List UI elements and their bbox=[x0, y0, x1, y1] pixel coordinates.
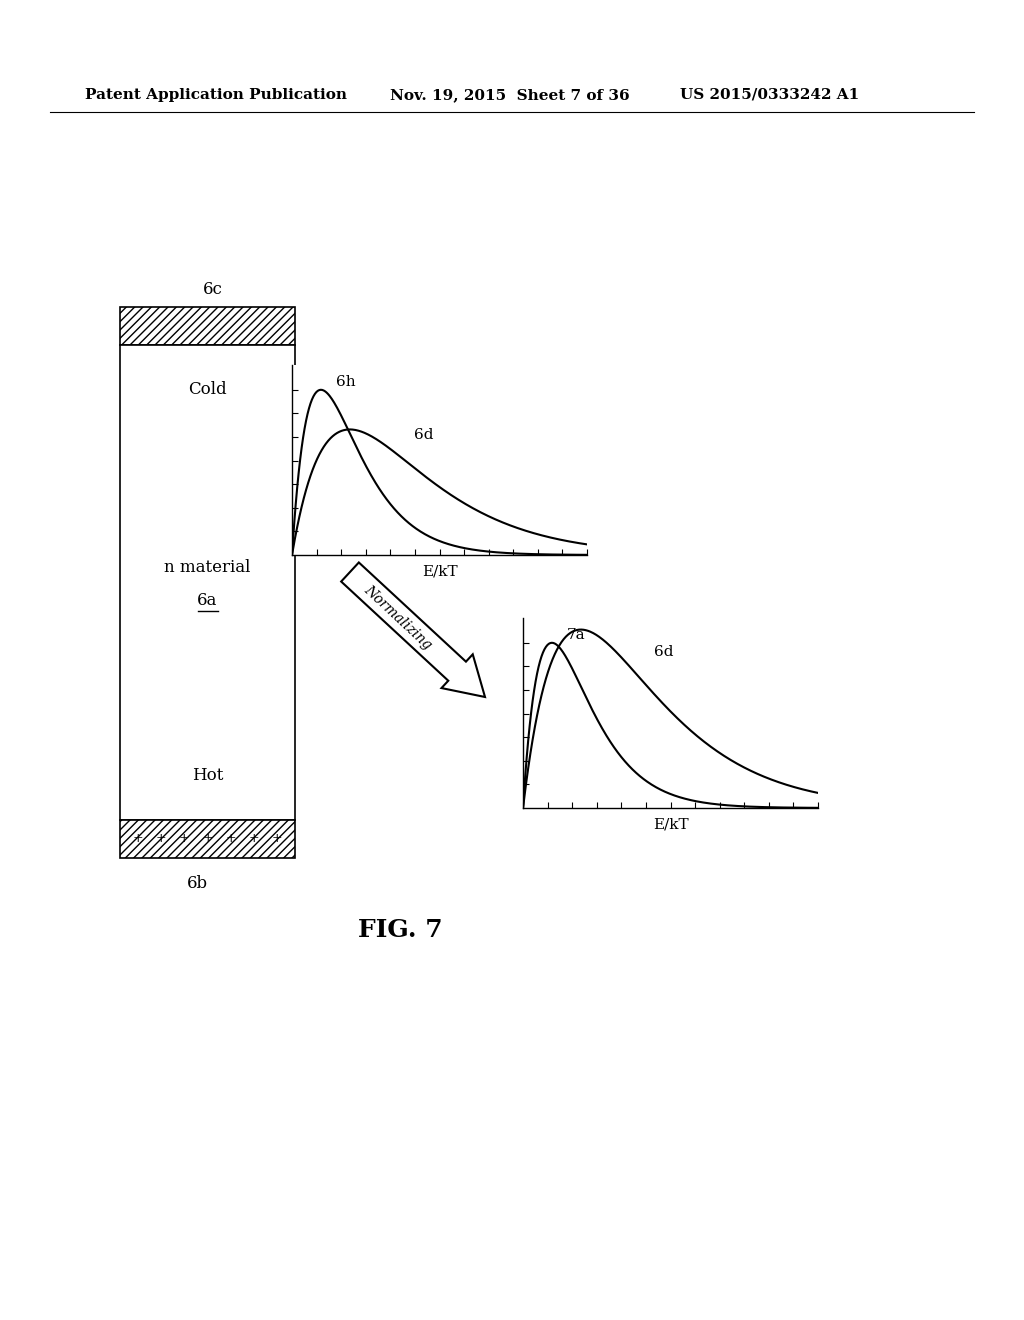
Text: +: + bbox=[156, 833, 167, 846]
Text: +: + bbox=[202, 833, 213, 846]
X-axis label: E/kT: E/kT bbox=[422, 564, 458, 578]
Text: +: + bbox=[179, 833, 189, 846]
Text: 6d: 6d bbox=[654, 645, 674, 659]
Text: FIG. 7: FIG. 7 bbox=[357, 917, 442, 942]
Text: +: + bbox=[249, 833, 259, 846]
Text: 6h: 6h bbox=[336, 375, 355, 389]
Text: +: + bbox=[271, 833, 283, 846]
Text: Nov. 19, 2015  Sheet 7 of 36: Nov. 19, 2015 Sheet 7 of 36 bbox=[390, 88, 630, 102]
Text: 6b: 6b bbox=[187, 874, 208, 891]
Text: US 2015/0333242 A1: US 2015/0333242 A1 bbox=[680, 88, 859, 102]
X-axis label: E/kT: E/kT bbox=[652, 817, 688, 832]
Bar bbox=[120, 820, 295, 858]
FancyArrow shape bbox=[341, 562, 485, 697]
Text: Cold: Cold bbox=[188, 381, 226, 399]
Text: 6a: 6a bbox=[198, 591, 218, 609]
Bar bbox=[120, 308, 295, 345]
Text: 7a: 7a bbox=[566, 628, 585, 643]
Bar bbox=[120, 345, 295, 820]
Text: n material: n material bbox=[164, 558, 251, 576]
Text: Hot: Hot bbox=[191, 767, 223, 784]
Text: 6d: 6d bbox=[414, 429, 433, 442]
Text: Patent Application Publication: Patent Application Publication bbox=[85, 88, 347, 102]
Text: Normalizing: Normalizing bbox=[361, 583, 434, 653]
Text: +: + bbox=[133, 833, 143, 846]
Text: +: + bbox=[225, 833, 236, 846]
Text: 6c: 6c bbox=[203, 281, 222, 297]
